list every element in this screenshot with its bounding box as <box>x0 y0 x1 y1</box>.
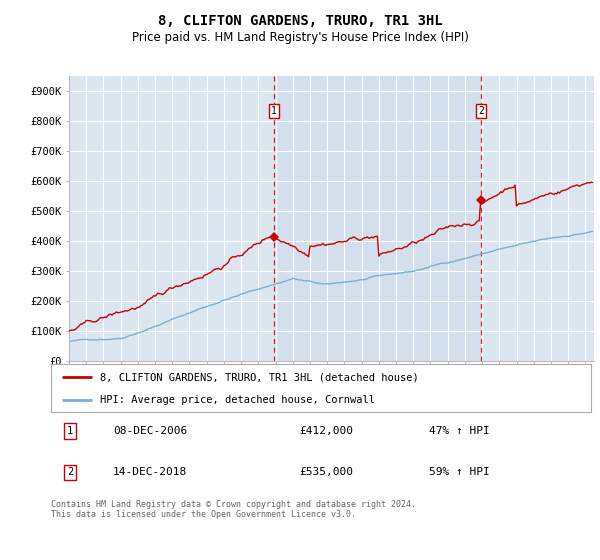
Text: 8, CLIFTON GARDENS, TRURO, TR1 3HL (detached house): 8, CLIFTON GARDENS, TRURO, TR1 3HL (deta… <box>100 372 418 382</box>
Text: 2: 2 <box>67 468 73 477</box>
Text: Contains HM Land Registry data © Crown copyright and database right 2024.
This d: Contains HM Land Registry data © Crown c… <box>51 500 416 519</box>
Text: 47% ↑ HPI: 47% ↑ HPI <box>429 426 490 436</box>
Text: 14-DEC-2018: 14-DEC-2018 <box>113 468 187 477</box>
Text: £535,000: £535,000 <box>299 468 353 477</box>
Text: 1: 1 <box>67 426 73 436</box>
Bar <box>274 76 481 361</box>
Text: £412,000: £412,000 <box>299 426 353 436</box>
Text: HPI: Average price, detached house, Cornwall: HPI: Average price, detached house, Corn… <box>100 395 374 405</box>
Text: 08-DEC-2006: 08-DEC-2006 <box>113 426 187 436</box>
Text: 1: 1 <box>271 106 277 116</box>
Text: 59% ↑ HPI: 59% ↑ HPI <box>429 468 490 477</box>
Text: Price paid vs. HM Land Registry's House Price Index (HPI): Price paid vs. HM Land Registry's House … <box>131 31 469 44</box>
Text: 8, CLIFTON GARDENS, TRURO, TR1 3HL: 8, CLIFTON GARDENS, TRURO, TR1 3HL <box>158 14 442 28</box>
Text: 2: 2 <box>478 106 484 116</box>
